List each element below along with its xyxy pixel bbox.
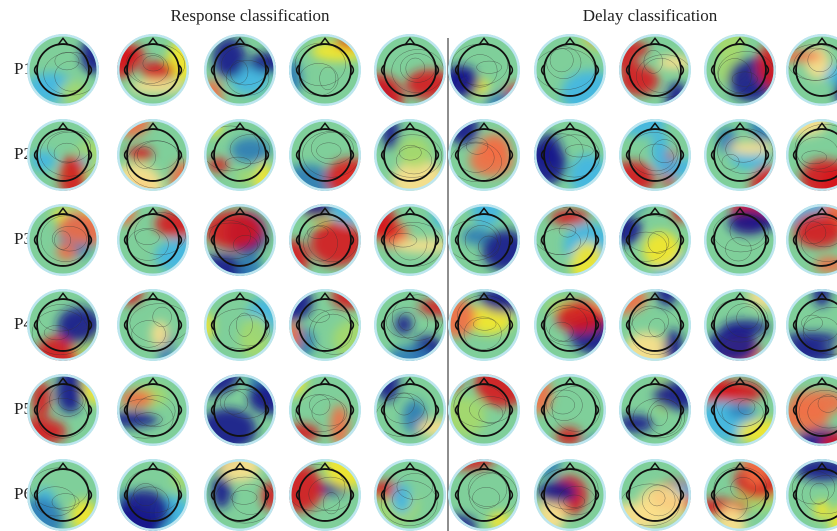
topomap-blob — [398, 136, 431, 167]
topomap — [766, 34, 837, 111]
header-response: Response classification — [170, 6, 330, 25]
topomap — [769, 107, 837, 208]
topomap — [353, 191, 452, 276]
topomap — [593, 274, 691, 376]
topomap-blob — [609, 58, 639, 70]
topomap — [17, 368, 116, 446]
topomap — [605, 187, 702, 288]
page: Response classification Delay classifica… — [0, 0, 837, 531]
topomap-blob — [109, 164, 163, 210]
topomap — [704, 108, 787, 208]
topomap-blob — [623, 332, 669, 376]
topomap — [528, 374, 614, 454]
topomap — [438, 361, 529, 446]
topomap-blob — [170, 162, 194, 200]
topomap-blob — [438, 372, 462, 392]
topomap-blob — [440, 396, 485, 437]
topomap — [777, 374, 837, 458]
topomap — [534, 19, 628, 116]
topomap — [440, 34, 540, 127]
topomap-blob — [248, 381, 293, 414]
topomap — [447, 181, 528, 276]
topomap-blob — [571, 242, 604, 287]
topomap-blob — [195, 312, 213, 341]
topomap-blob — [750, 108, 779, 142]
figure: Response classification Delay classifica… — [0, 0, 837, 531]
topomap-blob — [197, 88, 223, 123]
topomap — [193, 204, 276, 292]
topomap — [197, 34, 295, 123]
topomap-blob — [117, 195, 136, 226]
topomap-blob — [769, 107, 828, 136]
topomap — [350, 34, 453, 121]
topomap-blob — [497, 84, 541, 127]
topomap — [274, 360, 361, 446]
topomap-blob — [805, 46, 829, 79]
topomap-blob — [727, 405, 756, 418]
topomap-blob — [127, 147, 153, 161]
topomap — [276, 446, 370, 531]
topomap-blob — [105, 42, 136, 78]
topomap-blob — [814, 501, 830, 520]
topomap — [704, 283, 799, 376]
topomap-blob — [59, 80, 86, 105]
topomap — [704, 18, 794, 106]
topomap — [775, 187, 837, 276]
topomap-blob — [651, 129, 668, 172]
topomap — [277, 191, 366, 277]
topomap-blob — [17, 418, 67, 445]
topomap-blob — [621, 198, 646, 211]
topomap-blob — [605, 214, 642, 245]
topomap — [280, 119, 377, 201]
topomap-blob — [180, 353, 239, 395]
topomap — [704, 187, 791, 276]
topomap-blob — [331, 283, 371, 310]
topomap-blob — [30, 151, 57, 171]
topomap-blob — [57, 212, 117, 243]
topomap — [534, 289, 626, 361]
header-delay: Delay classification — [583, 6, 718, 25]
topomap-blob — [310, 221, 364, 266]
topomap-blob — [277, 240, 309, 277]
topomap-blob — [56, 242, 76, 260]
topomap-blob — [274, 360, 307, 397]
topomap — [692, 442, 784, 531]
topomap-blob — [738, 419, 790, 445]
